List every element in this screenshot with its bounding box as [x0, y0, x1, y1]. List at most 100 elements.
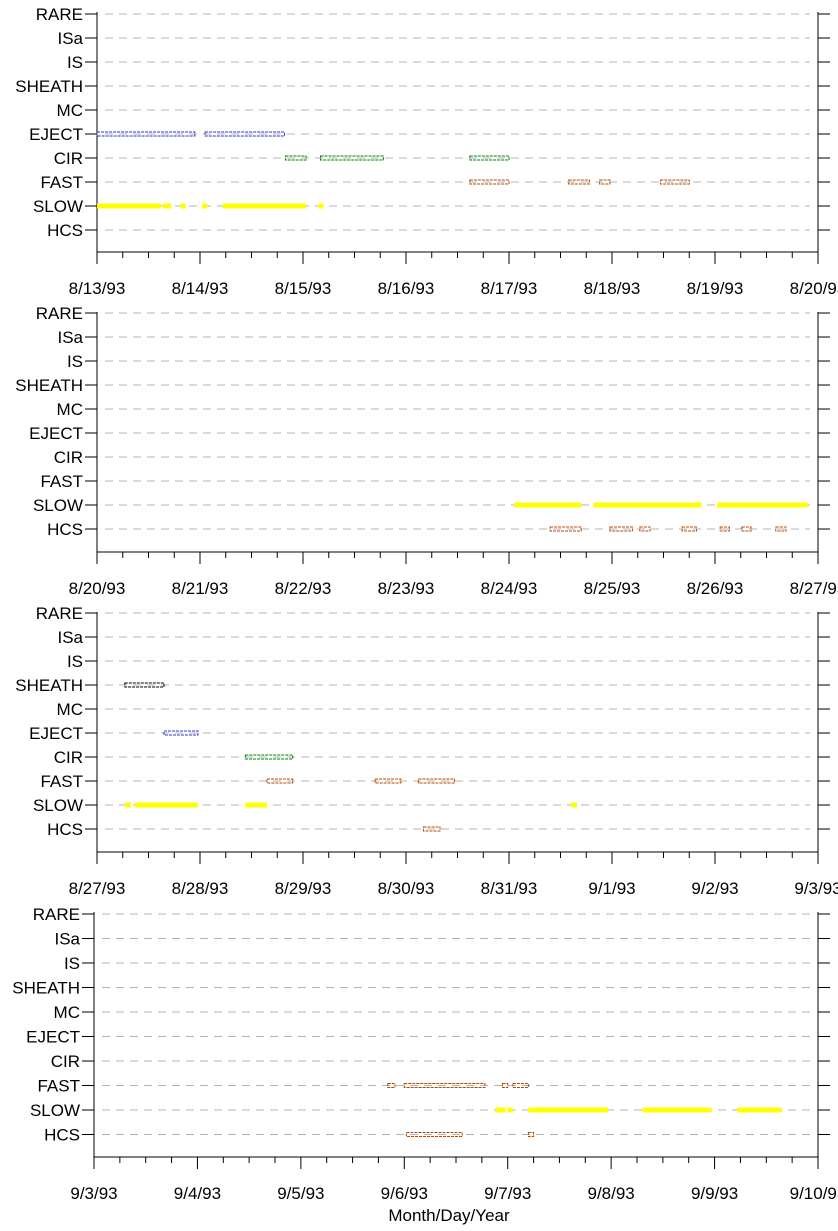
y-tick-label: SHEATH	[15, 676, 83, 695]
x-tick-label: 8/22/93	[275, 579, 332, 598]
x-tick-label: 8/29/93	[275, 879, 332, 898]
hcs-bar	[639, 526, 651, 532]
hcs-bar	[423, 826, 441, 832]
x-tick-label: 9/3/93	[794, 879, 838, 898]
panel-1: RARE ISa IS SHEATH MC EJECT CIR FAST SLOW HCS 8/13…	[15, 5, 838, 298]
x-tick-label: 8/18/93	[584, 279, 641, 298]
slow-bar	[245, 802, 267, 808]
y-tick-label: MC	[54, 1003, 80, 1022]
y-tick-label: HCS	[47, 520, 83, 539]
y-tick-label: ISa	[57, 628, 83, 647]
y-tick-label: FAST	[37, 1077, 80, 1096]
x-tick-label: 9/3/93	[70, 1184, 117, 1203]
x-tick-label: 9/1/93	[588, 879, 635, 898]
panel-2: RARE ISa IS SHEATH MC EJECT CIR FAST SLOW HCS 8/20…	[15, 304, 838, 598]
y-tick-label: HCS	[47, 820, 83, 839]
x-tick-label: 8/16/93	[378, 279, 435, 298]
x-tick-label: 9/9/93	[691, 1184, 738, 1203]
cir-bar	[469, 155, 510, 161]
fast-bar	[403, 1083, 486, 1088]
hcs-bar	[609, 526, 634, 532]
slow-bar	[593, 502, 702, 508]
x-tick-label: 9/4/93	[174, 1184, 221, 1203]
hcs-bar	[549, 526, 582, 532]
x-tick-label: 8/15/93	[275, 279, 332, 298]
fast-bar	[469, 179, 510, 185]
slow-bar	[507, 1107, 513, 1113]
slow-bar	[135, 802, 198, 808]
slow-bar	[514, 502, 582, 508]
slow-bar	[318, 203, 324, 209]
y-tick-label: ISa	[57, 29, 83, 48]
y-tick-label: EJECT	[26, 1028, 80, 1047]
y-tick-label: CIR	[54, 149, 83, 168]
fast-bar	[568, 179, 590, 185]
fast-bar	[512, 1083, 529, 1088]
fast-bar	[266, 778, 294, 784]
hcs-bar	[719, 526, 730, 532]
x-tick-label: 8/24/93	[481, 579, 538, 598]
y-tick-label: EJECT	[29, 424, 83, 443]
y-tick-label: CIR	[54, 448, 83, 467]
fast-bar	[374, 778, 402, 784]
hcs-bar	[741, 526, 752, 532]
y-tick-label: FAST	[40, 173, 83, 192]
y-tick-label: RARE	[36, 5, 83, 24]
y-tick-label: EJECT	[29, 724, 83, 743]
x-axis-label: Month/Day/Year	[388, 1206, 510, 1225]
y-tick-label: CIR	[54, 748, 83, 767]
fast-bar	[502, 1083, 509, 1088]
hcs-bar	[775, 526, 787, 532]
y-tick-label: ISa	[57, 328, 83, 347]
y-tick-label: RARE	[33, 905, 80, 924]
x-tick-label: 8/31/93	[481, 879, 538, 898]
x-tick-label: 8/20/93	[69, 579, 126, 598]
slow-bar	[222, 203, 307, 209]
y-tick-label: IS	[67, 352, 83, 371]
y-tick-label: RARE	[36, 604, 83, 623]
x-tick-label: 8/28/93	[172, 879, 229, 898]
eject-bar	[204, 131, 285, 137]
y-tick-label: FAST	[40, 772, 83, 791]
eject-bar	[163, 730, 199, 736]
y-tick-label: EJECT	[29, 125, 83, 144]
fast-bar	[387, 1083, 396, 1088]
x-tick-label: 8/27/93	[69, 879, 126, 898]
x-tick-label: 8/30/93	[378, 879, 435, 898]
x-tick-label: 8/25/93	[584, 579, 641, 598]
y-tick-label: HCS	[44, 1126, 80, 1145]
y-tick-label: MC	[57, 101, 83, 120]
slow-bar	[495, 1107, 506, 1113]
y-tick-label: SHEATH	[15, 376, 83, 395]
x-tick-label: 8/27/93	[790, 579, 838, 598]
y-tick-label: IS	[64, 954, 80, 973]
cir-bar	[320, 155, 384, 161]
hcs-bar	[681, 526, 697, 532]
y-tick-label: FAST	[40, 472, 83, 491]
x-tick-label: 9/5/93	[277, 1184, 324, 1203]
x-tick-label: 8/17/93	[481, 279, 538, 298]
y-tick-label: HCS	[47, 221, 83, 240]
slow-bar	[642, 1107, 712, 1113]
slow-bar	[737, 1107, 782, 1113]
y-tick-label: SLOW	[30, 1101, 80, 1120]
y-tick-label: SHEATH	[15, 77, 83, 96]
slow-bar	[162, 203, 172, 209]
x-tick-label: 9/8/93	[588, 1184, 635, 1203]
y-tick-label: SLOW	[33, 197, 83, 216]
x-tick-label: 8/21/93	[172, 579, 229, 598]
y-tick-label: SHEATH	[12, 979, 80, 998]
x-tick-label: 8/14/93	[172, 279, 229, 298]
eject-bar	[96, 131, 196, 137]
slow-bar	[570, 802, 577, 808]
cir-bar	[284, 155, 307, 161]
x-tick-label: 8/26/93	[687, 579, 744, 598]
y-tick-label: IS	[67, 53, 83, 72]
fast-bar	[417, 778, 455, 784]
slow-bar	[202, 203, 208, 209]
fast-bar	[659, 179, 690, 185]
y-tick-label: MC	[57, 400, 83, 419]
panel-4: RARE ISa IS SHEATH MC EJECT CIR FAST SLOW HCS 9/3/…	[12, 905, 838, 1203]
slow-bar	[717, 502, 808, 508]
